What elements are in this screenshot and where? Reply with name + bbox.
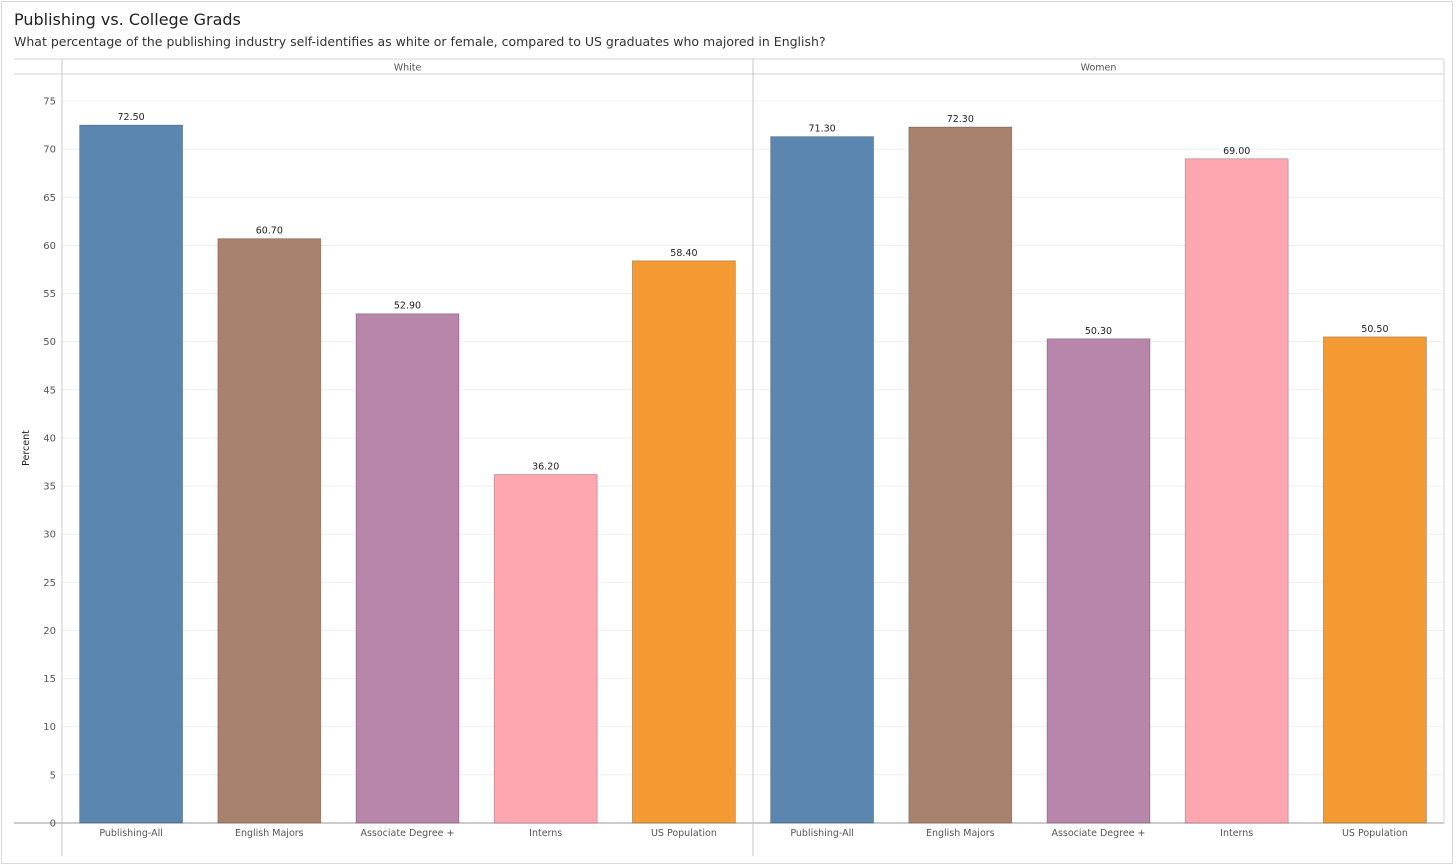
data-label: 69.00: [1223, 146, 1250, 157]
x-tick-label: Associate Degree +: [360, 828, 454, 839]
bar: [1184, 158, 1289, 824]
y-tick-label: 50: [43, 337, 56, 348]
panel-header: Women: [1081, 63, 1117, 74]
bar: [908, 126, 1013, 824]
y-tick-label: 75: [43, 97, 56, 108]
y-tick-label: 20: [43, 626, 56, 637]
bar: [770, 136, 874, 824]
y-axis-label: Percent: [21, 430, 32, 466]
data-label: 50.50: [1361, 324, 1388, 335]
y-tick-label: 55: [43, 289, 56, 300]
x-tick-label: Interns: [529, 828, 562, 839]
x-tick-label: Interns: [1220, 828, 1253, 839]
data-label: 71.30: [808, 124, 835, 135]
y-tick-label: 45: [43, 385, 56, 396]
bars: [79, 124, 1427, 824]
data-label: 50.30: [1085, 326, 1112, 337]
y-tick-label: 30: [43, 530, 56, 541]
panel-header: White: [394, 63, 422, 74]
y-tick-label: 15: [43, 674, 56, 685]
x-tick-label: US Population: [651, 828, 717, 839]
y-tick-label: 60: [43, 241, 56, 252]
bar: [1323, 336, 1427, 824]
y-tick-label: 0: [50, 819, 56, 830]
data-label: 58.40: [670, 248, 697, 259]
bar: [632, 260, 736, 824]
bar: [493, 474, 598, 824]
bar: [217, 238, 322, 824]
data-label: 60.70: [256, 226, 283, 237]
y-tick-label: 40: [43, 433, 56, 444]
x-tick-label: US Population: [1342, 828, 1408, 839]
chart-title: Publishing vs. College Grads: [14, 10, 241, 29]
y-tick-label: 5: [50, 770, 56, 781]
y-tick-label: 70: [43, 145, 56, 156]
x-tick-label: English Majors: [235, 828, 304, 839]
data-label: 72.50: [117, 112, 144, 123]
y-tick-label: 65: [43, 193, 56, 204]
x-tick-label: Associate Degree +: [1051, 828, 1145, 839]
bar: [79, 124, 183, 824]
bar: [1046, 338, 1151, 824]
data-label: 52.90: [394, 301, 421, 312]
data-label: 36.20: [532, 462, 559, 473]
chart-labels: 0 5 10 15 20 25 30 35 40 45 50 55 60 65 70 75 White 72.50…: [43, 63, 1408, 840]
bar: [355, 313, 460, 824]
x-tick-label: English Majors: [926, 828, 995, 839]
y-tick-label: 10: [43, 722, 56, 733]
y-tick-label: 35: [43, 482, 56, 493]
x-tick-label: Publishing-All: [99, 828, 163, 839]
x-tick-label: Publishing-All: [790, 828, 854, 839]
chart-subtitle: What percentage of the publishing indust…: [14, 34, 826, 49]
y-tick-label: 25: [43, 578, 56, 589]
data-label: 72.30: [947, 114, 974, 125]
